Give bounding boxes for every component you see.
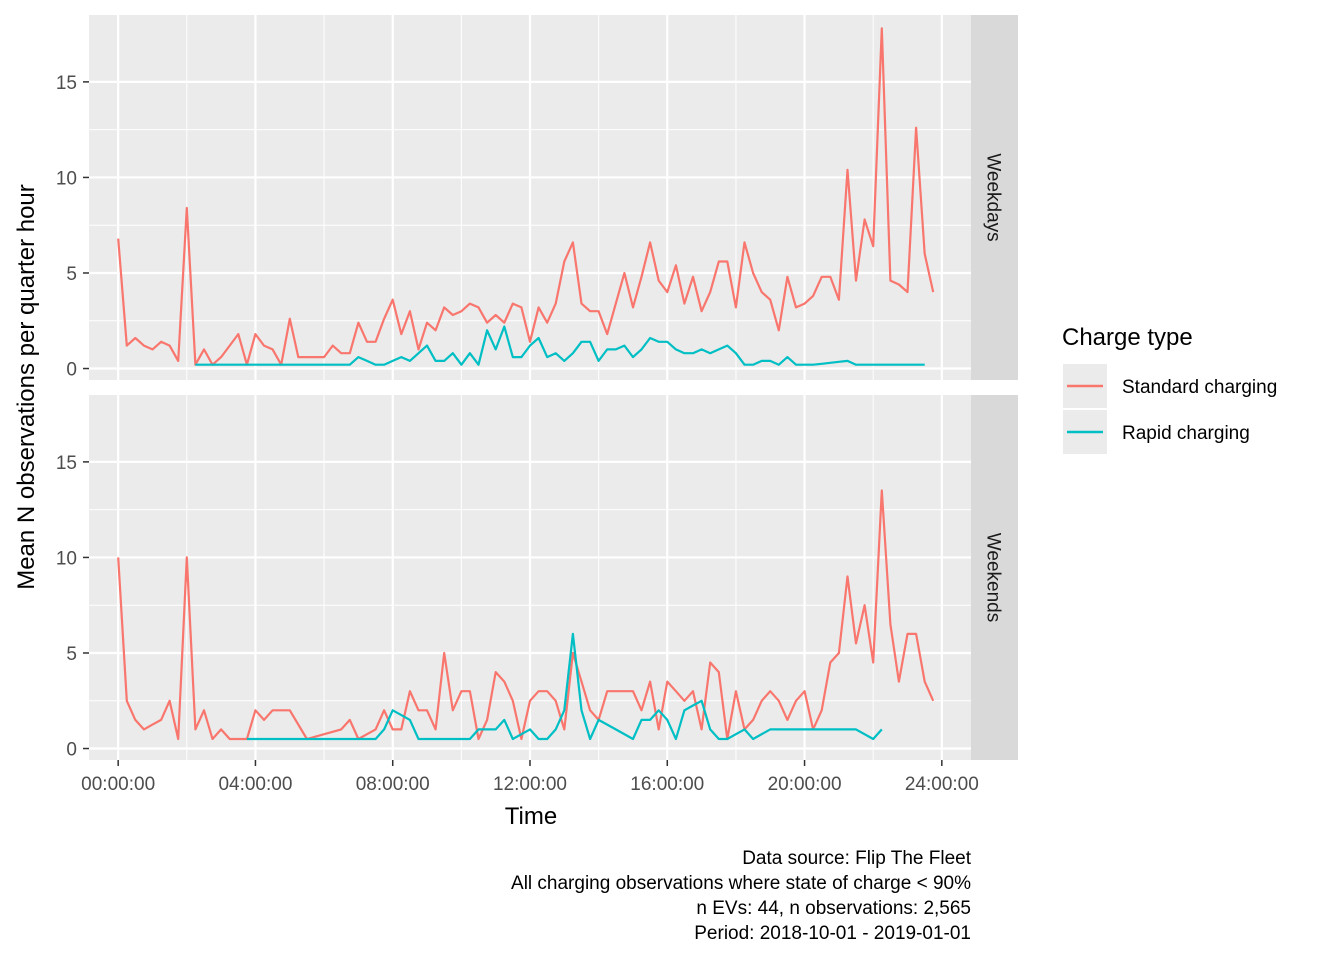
panels-layer: 0 5 10 15 Weekdays 0 5 10 15 Weekends xyxy=(56,15,1018,761)
caption-line: Period: 2018-10-01 - 2019-01-01 xyxy=(694,923,971,944)
x-tick-label: 20:00:00 xyxy=(768,774,842,795)
x-tick-label: 08:00:00 xyxy=(356,774,430,795)
legend-label: Standard charging xyxy=(1122,377,1277,398)
facet-strip-background xyxy=(971,395,1018,760)
series-line-standard-charging xyxy=(117,27,935,366)
facet-strip-label: Weekends xyxy=(983,533,1004,622)
y-tick-label: 15 xyxy=(56,453,77,474)
x-tick-label: 04:00:00 xyxy=(218,774,292,795)
y-tick-label: 5 xyxy=(66,644,77,665)
y-tick-label: 5 xyxy=(66,264,77,285)
x-axis: 00:00:00 04:00:00 08:00:00 12:00:00 16:00:00… xyxy=(81,760,979,795)
x-tick-label: 16:00:00 xyxy=(630,774,704,795)
y-tick-label: 15 xyxy=(56,73,77,94)
x-tick-label: 12:00:00 xyxy=(493,774,567,795)
x-tick-label: 00:00:00 xyxy=(81,774,155,795)
legend-title: Charge type xyxy=(1062,324,1193,351)
facet-strip-background xyxy=(971,15,1018,380)
y-tick-label: 0 xyxy=(66,360,77,381)
caption-line: Data source: Flip The Fleet xyxy=(742,848,972,869)
series-line-standard-charging xyxy=(117,489,935,741)
y-axis-title: Mean N observations per quarter hour xyxy=(13,184,40,590)
legend-label: Rapid charging xyxy=(1122,423,1250,444)
y-tick-label: 10 xyxy=(56,168,77,189)
series-line-rapid-charging xyxy=(195,325,925,366)
y-tick-label: 10 xyxy=(56,548,77,569)
x-tick-label: 24:00:00 xyxy=(905,774,979,795)
caption: Data source: Flip The Fleet All charging … xyxy=(511,848,972,944)
caption-line: All charging observations where state of… xyxy=(511,873,971,894)
series-line-rapid-charging xyxy=(246,632,883,741)
panel-weekdays: 0 5 10 15 Weekdays xyxy=(56,15,1018,381)
facet-strip-label: Weekdays xyxy=(983,153,1004,241)
caption-line: n EVs: 44, n observations: 2,565 xyxy=(696,898,971,919)
x-axis-title: Time xyxy=(505,803,557,830)
y-tick-label: 0 xyxy=(66,740,77,761)
legend: Charge type Standard charging Rapid chargi… xyxy=(1062,324,1277,454)
panel-weekends: 0 5 10 15 Weekends xyxy=(56,395,1018,761)
